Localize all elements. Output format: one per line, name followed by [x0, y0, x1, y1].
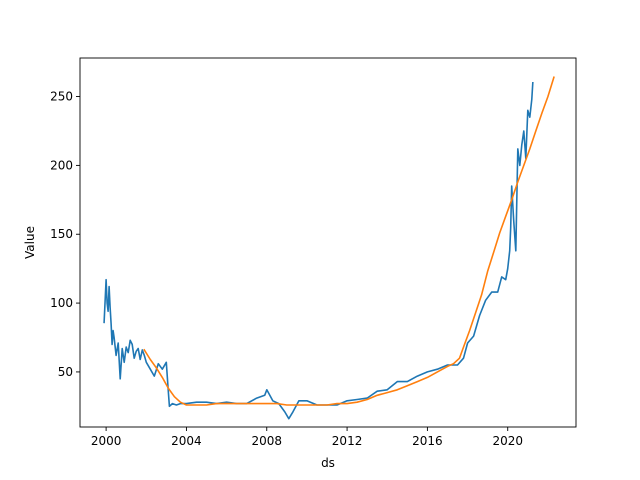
axes-frame — [79, 57, 577, 428]
series-line-2 — [143, 76, 555, 406]
y-tick-label: 200 — [50, 158, 73, 172]
x-tick-label: 2004 — [171, 434, 202, 448]
x-axis-label: ds — [321, 456, 335, 470]
y-axis-label: Value — [23, 226, 37, 259]
x-tick-label: 2012 — [332, 434, 363, 448]
x-tick-label: 2008 — [251, 434, 282, 448]
series-group — [103, 76, 555, 420]
x-tick-label: 2020 — [492, 434, 523, 448]
y-tick-label: 100 — [50, 296, 73, 310]
y-tick-label: 150 — [50, 227, 73, 241]
x-tick-label: 2016 — [412, 434, 443, 448]
series-line-1 — [103, 81, 534, 420]
x-tick-label: 2000 — [91, 434, 122, 448]
y-tick-label: 50 — [58, 365, 73, 379]
axes-group: 2000 2004 2008 2012 2016 2020 50 100 150 200 250 — [50, 57, 577, 448]
y-tick-label: 250 — [50, 90, 73, 104]
